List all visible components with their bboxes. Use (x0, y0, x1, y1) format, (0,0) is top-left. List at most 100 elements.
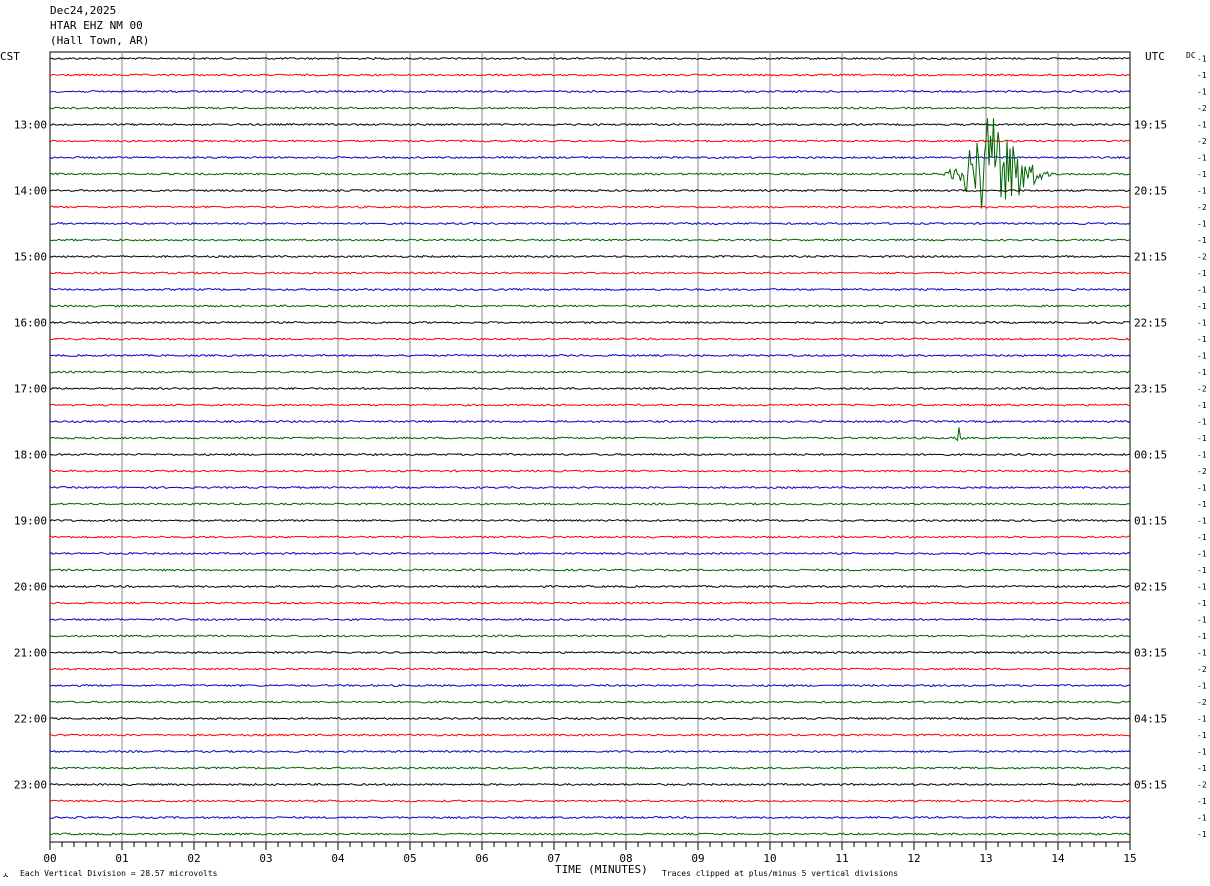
trace-line (49, 353, 1131, 358)
utc-hour-label: 01:15 (1134, 515, 1167, 528)
dc-offset-label: -1 (1197, 154, 1207, 163)
x-tick-label: 04 (331, 852, 345, 865)
trace-line (49, 650, 1131, 655)
trace-line (49, 205, 1131, 209)
dc-offset-label: -1 (1197, 748, 1207, 757)
cst-hour-label: 13:00 (14, 119, 47, 132)
dc-offset-label: -2 (1197, 253, 1207, 262)
cst-hour-label: 14:00 (14, 185, 47, 198)
utc-hour-label: 21:15 (1134, 251, 1167, 264)
dc-offset-label: -2 (1197, 698, 1207, 707)
dc-offset-label: -1 (1197, 550, 1207, 559)
dc-offset-label: -1 (1197, 616, 1207, 625)
dc-offset-label: -2 (1197, 467, 1207, 476)
dc-offset-label: -1 (1197, 55, 1207, 64)
dc-offset-label: -1 (1197, 401, 1207, 410)
dc-offset-label: -1 (1197, 632, 1207, 641)
trace-line (49, 139, 1131, 143)
trace-line (49, 56, 1131, 61)
trace-line (49, 782, 1131, 787)
trace-line (49, 617, 1131, 622)
utc-hour-label: 04:15 (1134, 713, 1167, 726)
dc-offset-label: -2 (1197, 781, 1207, 790)
cst-hour-label: 16:00 (14, 317, 47, 330)
station-label: HTAR EHZ NM 00 (50, 19, 143, 32)
cst-hour-label: 17:00 (14, 383, 47, 396)
location-label: (Hall Town, AR) (50, 34, 150, 47)
trace-line (49, 518, 1131, 523)
x-tick-label: 13 (979, 852, 992, 865)
trace-line (49, 584, 1131, 589)
dc-offset-label: -1 (1197, 319, 1207, 328)
dc-offset-label: -1 (1197, 368, 1207, 377)
dc-offset-label: -1 (1197, 269, 1207, 278)
trace-line (49, 238, 1131, 242)
trace-line (49, 452, 1131, 457)
cst-axis-label: CST (0, 50, 20, 63)
dc-offset-label: -1 (1197, 121, 1207, 130)
dc-offset-label: -1 (1197, 302, 1207, 311)
dc-offset-label: -1 (1197, 88, 1207, 97)
dc-offset-label: -2 (1197, 665, 1207, 674)
dc-offset-label: -1 (1197, 830, 1207, 839)
trace-line (49, 469, 1131, 473)
x-tick-label: 06 (475, 852, 488, 865)
utc-hour-label: 22:15 (1134, 317, 1167, 330)
dc-label: DC (1186, 51, 1196, 60)
dc-offset-label: -1 (1197, 764, 1207, 773)
trace-line (49, 106, 1131, 110)
dc-offset-label: -1 (1197, 599, 1207, 608)
trace-line (49, 766, 1131, 770)
trace-line (49, 287, 1131, 292)
trace-line (49, 155, 1131, 160)
dc-offset-label: -1 (1197, 352, 1207, 361)
trace-line (49, 667, 1131, 671)
trace-line (49, 89, 1131, 94)
cst-hour-label: 15:00 (14, 251, 47, 264)
dc-offset-label: -1 (1197, 682, 1207, 691)
dc-offset-label: -1 (1197, 418, 1207, 427)
trace-line (49, 700, 1131, 704)
cst-hour-label: 21:00 (14, 647, 47, 660)
dc-offset-label: -1 (1197, 434, 1207, 443)
dc-offset-label: -1 (1197, 286, 1207, 295)
trace-line (49, 502, 1131, 506)
cst-hour-label: 23:00 (14, 779, 47, 792)
trace-line (49, 799, 1131, 803)
trace-line (49, 254, 1131, 259)
dc-offset-label: -1 (1197, 220, 1207, 229)
cst-hour-label: 20:00 (14, 581, 47, 594)
trace-line (49, 271, 1131, 275)
dc-offset-label: -1 (1197, 170, 1207, 179)
trace-line (49, 815, 1131, 820)
dc-offset-label: -1 (1197, 187, 1207, 196)
trace-line (49, 73, 1131, 77)
cst-hour-label: 18:00 (14, 449, 47, 462)
dc-offset-label: -1 (1197, 71, 1207, 80)
x-tick-label: 05 (403, 852, 416, 865)
utc-hour-label: 03:15 (1134, 647, 1167, 660)
scale-note: Each Vertical Division = 28.57 microvolt… (20, 869, 218, 878)
corner-mark: ㅅ (2, 871, 10, 880)
x-tick-label: 09 (691, 852, 704, 865)
trace-line (49, 535, 1131, 539)
utc-hour-label: 20:15 (1134, 185, 1167, 198)
x-axis-title: TIME (MINUTES) (555, 863, 648, 876)
trace-line (49, 304, 1131, 308)
x-tick-label: 02 (187, 852, 200, 865)
utc-hour-label: 05:15 (1134, 779, 1167, 792)
clip-note: Traces clipped at plus/minus 5 vertical … (662, 869, 899, 878)
x-tick-label: 00 (43, 852, 56, 865)
trace-line (49, 832, 1131, 836)
dc-offset-label: -1 (1197, 583, 1207, 592)
dc-offset-label: -1 (1197, 236, 1207, 245)
trace-line (49, 320, 1131, 325)
dc-offset-label: -2 (1197, 385, 1207, 394)
trace-line (49, 716, 1131, 721)
utc-hour-label: 23:15 (1134, 383, 1167, 396)
dc-offset-label: -1 (1197, 500, 1207, 509)
trace-line (49, 419, 1131, 424)
dc-offset-label: -1 (1197, 533, 1207, 542)
trace-line (49, 634, 1131, 638)
